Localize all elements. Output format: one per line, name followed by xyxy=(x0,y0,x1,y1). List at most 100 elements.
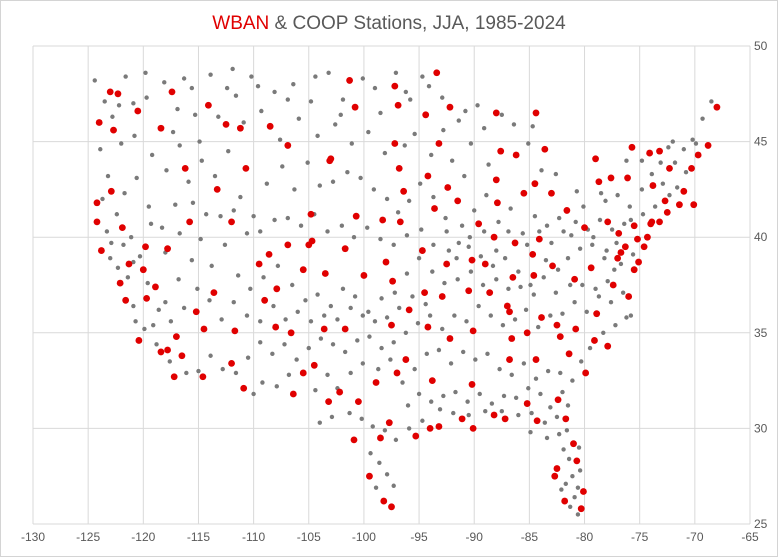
coop-station-point xyxy=(660,181,666,186)
coop-station-point xyxy=(295,309,300,314)
wban-station-point xyxy=(573,457,581,465)
wban-station-point xyxy=(508,335,516,342)
wban-station-point xyxy=(595,178,603,186)
coop-station-point xyxy=(461,349,466,355)
coop-station-point xyxy=(274,384,279,389)
coop-station-point xyxy=(581,204,586,209)
wban-station-point xyxy=(135,337,143,344)
coop-station-point xyxy=(499,408,505,414)
coop-station-point xyxy=(539,168,544,173)
coop-station-point xyxy=(333,122,338,127)
coop-station-point xyxy=(614,240,619,246)
coop-station-point xyxy=(326,70,331,75)
wban-station-point xyxy=(468,256,476,264)
coop-station-point xyxy=(575,485,581,490)
wban-station-point xyxy=(649,182,657,189)
wban-station-point xyxy=(228,218,235,226)
coop-station-point xyxy=(315,133,320,139)
x-tick-label: -65 xyxy=(741,530,759,544)
coop-station-point xyxy=(593,286,598,292)
wban-station-point xyxy=(391,140,399,147)
coop-station-point xyxy=(115,265,121,270)
coop-station-point xyxy=(105,173,111,179)
coop-station-point xyxy=(173,202,178,207)
coop-station-point xyxy=(379,345,384,351)
coop-station-point xyxy=(233,370,239,376)
wban-station-point xyxy=(152,283,159,291)
coop-station-point xyxy=(553,290,559,295)
coop-station-point xyxy=(212,173,218,179)
coop-station-point xyxy=(674,185,680,190)
wban-series xyxy=(93,69,721,513)
wban-station-point xyxy=(548,189,555,197)
coop-station-point xyxy=(466,244,471,249)
coop-station-point xyxy=(339,223,345,228)
wban-station-point xyxy=(446,103,454,111)
coop-station-point xyxy=(391,483,396,488)
wban-station-point xyxy=(506,356,513,363)
wban-station-point xyxy=(581,224,588,232)
wban-station-point xyxy=(551,472,559,480)
wban-station-point xyxy=(424,172,432,180)
wban-station-point xyxy=(630,222,638,230)
coop-station-point xyxy=(511,122,517,127)
wban-station-point xyxy=(143,294,151,302)
coop-station-point xyxy=(406,198,412,204)
wban-station-point xyxy=(565,350,573,358)
wban-station-point xyxy=(125,260,133,268)
coop-station-point xyxy=(209,263,214,269)
wban-station-point xyxy=(355,398,362,406)
wban-station-point xyxy=(533,417,541,425)
coop-station-point xyxy=(342,349,348,355)
coop-station-point xyxy=(570,378,575,383)
coop-station-point xyxy=(667,192,672,198)
coop-station-point xyxy=(218,213,223,219)
coop-station-point xyxy=(553,171,559,177)
coop-station-point xyxy=(271,303,276,309)
coop-station-point xyxy=(577,468,583,473)
coop-station-point xyxy=(436,347,442,353)
wban-station-point xyxy=(97,247,105,254)
wban-station-point xyxy=(95,119,103,126)
coop-station-point xyxy=(405,403,411,408)
wban-station-point xyxy=(704,142,712,149)
coop-station-point xyxy=(119,141,124,146)
wban-station-point xyxy=(377,434,384,442)
coop-station-point xyxy=(545,368,551,374)
wban-station-point xyxy=(139,266,147,274)
coop-station-point xyxy=(384,196,390,202)
coop-station-point xyxy=(459,223,465,228)
wban-station-point xyxy=(255,260,263,268)
coop-station-point xyxy=(426,83,432,89)
coop-station-point xyxy=(576,445,582,450)
coop-station-point xyxy=(181,305,187,311)
wban-station-point xyxy=(520,189,528,197)
coop-station-point xyxy=(412,131,417,137)
coop-station-point xyxy=(627,204,632,209)
wban-station-point xyxy=(634,235,641,243)
coop-station-point xyxy=(472,208,477,213)
coop-station-point xyxy=(524,242,530,248)
wban-station-point xyxy=(532,109,540,117)
coop-station-point xyxy=(233,93,239,98)
coop-station-point xyxy=(565,256,571,261)
coop-station-point xyxy=(340,286,346,292)
wban-station-point xyxy=(506,308,513,316)
coop-station-point xyxy=(98,147,103,152)
coop-station-point xyxy=(523,307,529,313)
coop-station-point xyxy=(446,248,452,253)
coop-station-point xyxy=(146,204,152,209)
coop-station-point xyxy=(618,261,624,267)
wban-station-point xyxy=(204,101,212,109)
coop-station-point xyxy=(681,147,687,152)
coop-station-point xyxy=(260,380,265,385)
wban-station-point xyxy=(607,174,615,182)
wban-station-point xyxy=(690,201,698,209)
coop-station-point xyxy=(186,179,191,184)
wban-station-point xyxy=(395,164,403,172)
coop-station-point xyxy=(455,277,460,282)
coop-station-point xyxy=(249,74,254,79)
wban-station-point xyxy=(199,373,207,381)
coop-station-point xyxy=(512,317,518,322)
x-tick-label: -70 xyxy=(686,530,704,544)
